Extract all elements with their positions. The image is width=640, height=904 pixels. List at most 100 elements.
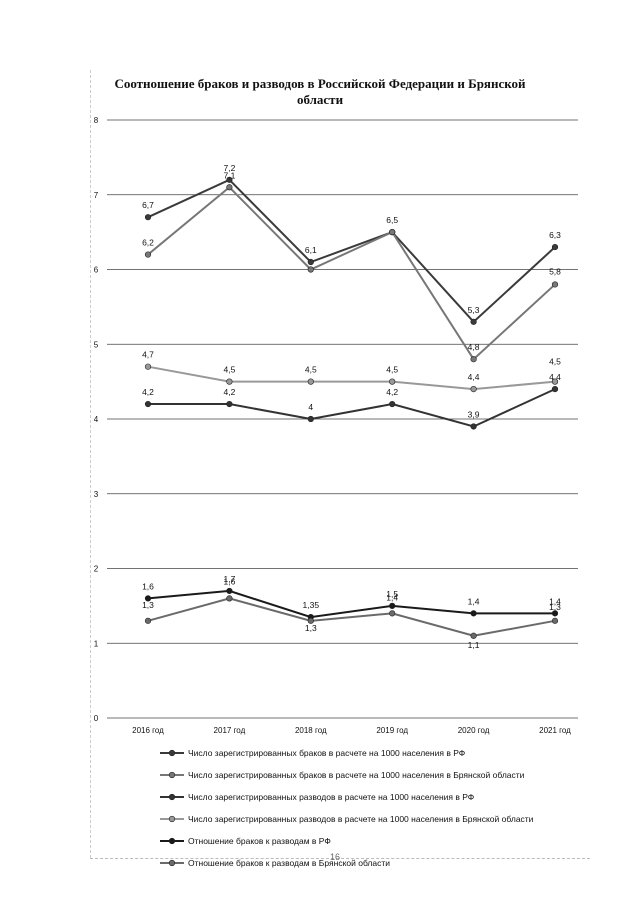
data-point <box>389 400 396 408</box>
data-point <box>226 595 233 602</box>
data-label: 4,2 <box>223 387 235 397</box>
data-label: 5,3 <box>468 305 480 315</box>
data-point <box>307 266 314 273</box>
y-tick-label: 7 <box>94 191 99 200</box>
series-line <box>147 178 556 324</box>
data-label: 4,5 <box>305 365 317 375</box>
data-point <box>144 595 152 602</box>
data-label: 4,5 <box>386 365 398 375</box>
legend-swatch <box>160 793 184 801</box>
data-point <box>551 378 559 385</box>
legend-swatch <box>160 837 184 845</box>
y-tick-label: 2 <box>94 565 99 574</box>
data-label: 6,2 <box>142 238 154 248</box>
data-label: 4,4 <box>468 372 480 382</box>
data-label: 7,2 <box>223 163 235 173</box>
y-tick-label: 1 <box>94 639 99 648</box>
y-tick-label: 3 <box>94 490 99 499</box>
chart-title: Соотношение браков и разводов в Российск… <box>114 76 526 107</box>
data-label: 4,5 <box>223 365 235 375</box>
series-line <box>148 388 556 428</box>
legend-item: Число зарегистрированных разводов в расч… <box>158 786 578 808</box>
series-line <box>147 185 556 361</box>
data-point <box>226 184 233 191</box>
legend-swatch <box>160 749 184 757</box>
data-point <box>226 176 233 183</box>
data-label: 7,1 <box>223 170 235 180</box>
data-point <box>389 229 396 236</box>
series-line <box>147 597 556 637</box>
y-tick-label: 5 <box>94 340 99 349</box>
legend-item: Число зарегистрированных разводов в расч… <box>158 808 578 830</box>
data-label: 1,3 <box>142 600 154 610</box>
legend-item: Число зарегистрированных браков в расчет… <box>158 742 578 764</box>
x-tick-label: 2017 год <box>214 726 246 735</box>
data-label: 4 <box>308 402 313 412</box>
data-point <box>389 378 396 385</box>
data-point <box>470 423 477 430</box>
legend-swatch <box>160 771 184 779</box>
data-label: 5,8 <box>549 266 561 276</box>
data-point <box>307 258 314 266</box>
data-label: 6,5 <box>386 215 398 225</box>
data-point <box>144 400 152 408</box>
data-label: 6,3 <box>549 230 561 240</box>
data-point <box>470 610 477 617</box>
x-tick-label: 2020 год <box>458 726 490 735</box>
data-point <box>551 281 559 288</box>
data-point <box>226 587 233 595</box>
data-point <box>226 400 233 408</box>
legend-item: Отношение браков к разводам в РФ <box>158 830 578 852</box>
data-label: 4,4 <box>549 372 561 382</box>
data-point <box>470 632 477 639</box>
data-point <box>144 251 152 258</box>
page-footer-rule <box>90 858 590 859</box>
x-tick-label: 2019 год <box>376 726 408 735</box>
x-tick-label: 2016 год <box>132 726 164 735</box>
data-point <box>144 617 152 624</box>
x-tick-label: 2018 год <box>295 726 327 735</box>
legend-label: Число зарегистрированных разводов в расч… <box>188 792 475 802</box>
data-label: 1,4 <box>468 596 480 606</box>
data-label: 4,2 <box>386 387 398 397</box>
legend-label: Число зарегистрированных браков в расчет… <box>188 770 525 780</box>
data-label: 4,2 <box>142 387 154 397</box>
data-point <box>551 610 559 617</box>
data-point <box>226 378 233 385</box>
data-label: 1,4 <box>386 592 398 602</box>
data-point <box>144 363 152 370</box>
series-line <box>147 365 556 391</box>
legend-label: Отношение браков к разводам в Брянской о… <box>188 858 391 868</box>
data-point <box>389 610 396 617</box>
data-label: 1,1 <box>468 640 480 650</box>
data-label: 1,3 <box>549 602 561 612</box>
data-point <box>470 386 477 393</box>
data-point <box>551 243 559 251</box>
data-label: 6,7 <box>142 200 154 210</box>
data-point <box>144 214 152 221</box>
legend-label: Отношение браков к разводам в РФ <box>188 836 331 846</box>
data-label: 6,1 <box>305 245 317 255</box>
data-label: 4,5 <box>549 357 561 367</box>
y-tick-label: 0 <box>94 714 99 723</box>
y-tick-label: 6 <box>94 266 99 275</box>
legend-swatch <box>160 859 184 867</box>
data-label: 1,6 <box>142 581 154 591</box>
data-point <box>470 318 477 325</box>
data-point <box>307 378 314 385</box>
data-label: 4,7 <box>142 350 154 360</box>
data-label: 1,4 <box>549 596 561 606</box>
data-point <box>551 386 559 393</box>
data-point <box>389 602 396 609</box>
data-point <box>307 415 314 423</box>
page-number: 16 <box>330 852 341 862</box>
data-label: 1,5 <box>386 589 398 599</box>
x-tick-label: 2021 год <box>539 726 571 735</box>
chart-legend: Число зарегистрированных браков в расчет… <box>158 742 578 874</box>
data-point <box>307 617 314 624</box>
series-line <box>147 589 555 619</box>
data-label: 4,8 <box>468 342 480 352</box>
data-point <box>551 617 559 624</box>
legend-item: Отношение браков к разводам в Брянской о… <box>158 852 578 874</box>
